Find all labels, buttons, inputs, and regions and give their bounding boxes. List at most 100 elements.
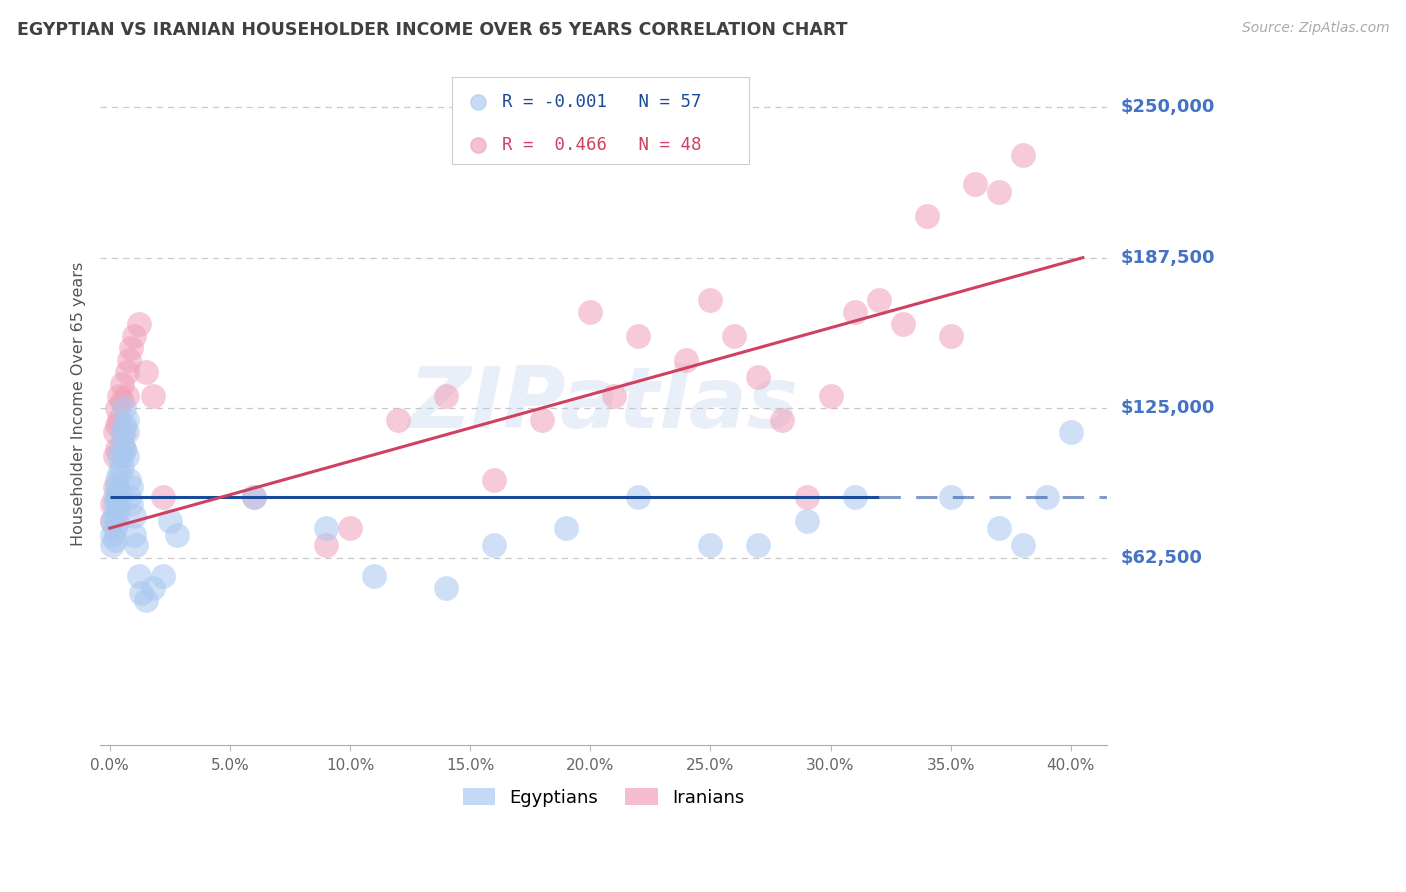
Point xyxy=(243,490,266,504)
Point xyxy=(387,413,409,427)
Point xyxy=(135,365,157,379)
Text: EGYPTIAN VS IRANIAN HOUSEHOLDER INCOME OVER 65 YEARS CORRELATION CHART: EGYPTIAN VS IRANIAN HOUSEHOLDER INCOME O… xyxy=(17,21,848,39)
Point xyxy=(699,538,721,552)
Text: $125,000: $125,000 xyxy=(1121,399,1215,417)
Point xyxy=(101,528,124,542)
Point xyxy=(243,490,266,504)
Point xyxy=(111,425,134,439)
Point xyxy=(1060,425,1083,439)
Point xyxy=(108,449,131,463)
Point xyxy=(122,528,145,542)
Point xyxy=(120,497,142,511)
Legend: Egyptians, Iranians: Egyptians, Iranians xyxy=(456,781,752,814)
Point xyxy=(118,352,141,367)
Point xyxy=(820,389,842,403)
FancyBboxPatch shape xyxy=(453,77,749,164)
Point xyxy=(128,569,150,583)
Point xyxy=(115,425,138,439)
Point xyxy=(482,473,505,487)
Point xyxy=(103,509,125,524)
Point xyxy=(939,328,962,343)
Point xyxy=(111,461,134,475)
Text: R =  0.466   N = 48: R = 0.466 N = 48 xyxy=(502,136,702,153)
Point xyxy=(1036,490,1059,504)
Point xyxy=(987,185,1010,199)
Point xyxy=(105,442,128,456)
Point xyxy=(434,389,457,403)
Point xyxy=(105,490,128,504)
Point xyxy=(103,480,125,494)
Point xyxy=(108,497,131,511)
Point xyxy=(555,521,578,535)
Point xyxy=(699,293,721,307)
Point xyxy=(105,480,128,494)
Y-axis label: Householder Income Over 65 years: Householder Income Over 65 years xyxy=(72,262,86,547)
Point xyxy=(152,569,174,583)
Point xyxy=(105,514,128,528)
Point xyxy=(112,442,135,456)
Point xyxy=(891,317,914,331)
Text: $250,000: $250,000 xyxy=(1121,98,1215,116)
Point xyxy=(579,304,602,318)
Point xyxy=(103,490,125,504)
Point xyxy=(675,352,697,367)
Point xyxy=(166,528,188,542)
Point xyxy=(1011,538,1033,552)
Point xyxy=(939,490,962,504)
Text: $187,500: $187,500 xyxy=(1121,249,1215,267)
Point xyxy=(723,328,745,343)
Point xyxy=(112,442,135,456)
Point xyxy=(101,538,124,552)
Point xyxy=(105,401,128,415)
Point xyxy=(103,521,125,535)
Point xyxy=(142,389,165,403)
Point xyxy=(844,304,866,318)
Point xyxy=(111,376,134,391)
Point xyxy=(112,401,135,415)
Point xyxy=(108,485,131,500)
Point xyxy=(108,389,131,403)
Point xyxy=(603,389,626,403)
Point xyxy=(108,413,131,427)
Point xyxy=(112,425,135,439)
Point xyxy=(108,466,131,480)
Point xyxy=(844,490,866,504)
Point xyxy=(111,449,134,463)
Point xyxy=(128,317,150,331)
Point xyxy=(103,533,125,548)
Point xyxy=(103,425,125,439)
Point xyxy=(101,514,124,528)
Point xyxy=(111,437,134,451)
Point xyxy=(482,538,505,552)
Point xyxy=(363,569,385,583)
Point xyxy=(101,497,124,511)
Point xyxy=(118,490,141,504)
Point xyxy=(122,328,145,343)
Text: $62,500: $62,500 xyxy=(1121,549,1202,567)
Point xyxy=(111,393,134,408)
Point xyxy=(915,209,938,223)
Text: R = -0.001   N = 57: R = -0.001 N = 57 xyxy=(502,93,702,112)
Point xyxy=(987,521,1010,535)
Point xyxy=(103,449,125,463)
Point xyxy=(135,593,157,607)
Text: ZIPatlas: ZIPatlas xyxy=(408,363,799,446)
Point xyxy=(868,293,890,307)
Point xyxy=(747,538,769,552)
Point xyxy=(142,582,165,596)
Point xyxy=(101,514,124,528)
Text: Source: ZipAtlas.com: Source: ZipAtlas.com xyxy=(1241,21,1389,36)
Point xyxy=(120,480,142,494)
Point xyxy=(627,490,650,504)
Point xyxy=(796,490,818,504)
Point xyxy=(129,586,152,600)
Point xyxy=(159,514,181,528)
Point xyxy=(796,514,818,528)
Point xyxy=(105,417,128,432)
Point xyxy=(1011,148,1033,162)
Point xyxy=(115,449,138,463)
Point xyxy=(339,521,361,535)
Point xyxy=(627,328,650,343)
Point xyxy=(115,365,138,379)
Point xyxy=(122,509,145,524)
